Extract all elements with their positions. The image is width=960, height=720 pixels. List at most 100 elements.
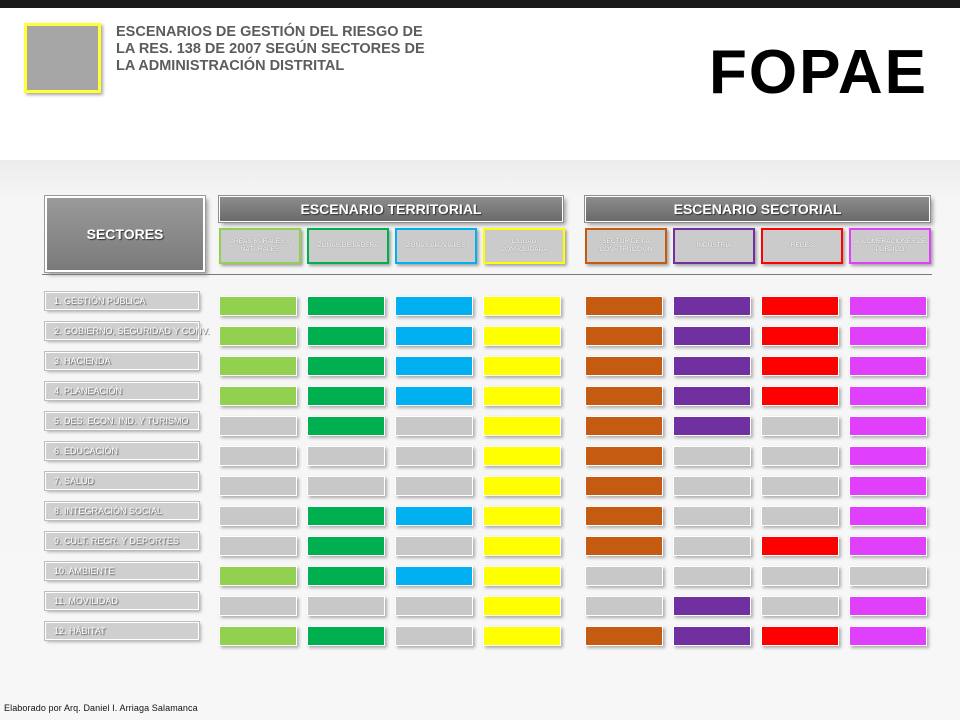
sector-label: 4. PLANEACIÓN [44,381,200,401]
sector-label: 5. DES. ECON. IND. Y TURISMO [44,411,200,431]
matrix-cell [673,566,751,586]
matrix-cell [761,506,839,526]
matrix-cell [307,446,385,466]
matrix-cell [673,476,751,496]
matrix-cell [761,476,839,496]
matrix-cell [307,326,385,346]
matrix-cell [483,536,561,556]
matrix-cell [307,566,385,586]
matrix-cell [585,536,663,556]
matrix-cell [395,596,473,616]
matrix-cell [673,356,751,376]
matrix-cell [483,566,561,586]
matrix-cell [761,386,839,406]
matrix-cell [219,386,297,406]
sectores-header: SECTORES [44,195,206,273]
matrix-cell [673,536,751,556]
matrix-cell [849,566,927,586]
title-line-2: LA RES. 138 DE 2007 SEGÚN SECTORES DE [116,41,425,57]
territorial-header: ESCENARIO TERRITORIAL [218,195,564,223]
matrix-cell [395,326,473,346]
header: ESCENARIOS DE GESTIÓN DEL RIESGO DE LA R… [0,8,960,160]
top-bar [0,0,960,8]
brand-logo: FOPAE [709,38,928,107]
sector-label: 9. CULT. RECR. Y DEPORTES [44,531,200,551]
matrix-cell [761,416,839,436]
matrix-cell [395,296,473,316]
matrix-cell [219,506,297,526]
matrix-cell [849,386,927,406]
column-header-7: REDES [761,228,843,264]
column-header-2: ZONAS DE LADERA [307,228,389,264]
matrix-cell [395,566,473,586]
matrix-cell [585,626,663,646]
matrix-cell [483,476,561,496]
matrix-cell [219,296,297,316]
matrix-cell [849,506,927,526]
matrix-cell [673,416,751,436]
sector-label: 2. GOBIERNO, SEGURIDAD Y CONV. [44,321,209,341]
matrix-cell [395,386,473,406]
matrix-cell [585,296,663,316]
matrix-cell [849,476,927,496]
matrix-cell [849,446,927,466]
matrix-cell [219,626,297,646]
matrix-cell [849,356,927,376]
matrix-cell [483,296,561,316]
column-header-5: SECTOR DE LA CONSTRUCCIÓN [585,228,667,264]
matrix-cell [483,626,561,646]
matrix-cell [849,536,927,556]
matrix-cell [585,566,663,586]
matrix-cell [761,296,839,316]
column-header-4: CIUDAD CONSOLIDADA [483,228,565,264]
sector-label: 11. MOVILIDAD [44,591,200,611]
matrix-cell [761,446,839,466]
matrix-cell [307,626,385,646]
matrix-cell [395,506,473,526]
matrix-cell [307,296,385,316]
matrix-cell [483,446,561,466]
matrix-cell [585,386,663,406]
matrix-cell [395,476,473,496]
matrix-cell [673,506,751,526]
logo-square [24,23,101,93]
matrix-cell [219,446,297,466]
sector-label: 3. HACIENDA [44,351,200,371]
matrix-cell [307,476,385,496]
sector-label: 12. HÁBITAT [44,621,200,641]
matrix-cell [483,506,561,526]
matrix-cell [585,476,663,496]
matrix-cell [849,596,927,616]
matrix-cell [395,446,473,466]
column-header-8: AGLOMERACIONES DE PÚBLICO [849,228,931,264]
matrix-cell [219,416,297,436]
column-header-1: ÁREAS RURALES Y NATURALES [219,228,301,264]
matrix-cell [673,326,751,346]
matrix-cell [849,296,927,316]
matrix-cell [585,416,663,436]
sector-label: 8. INTEGRACIÓN SOCIAL [44,501,200,521]
matrix-cell [585,326,663,346]
matrix-cell [395,626,473,646]
matrix-cell [483,386,561,406]
matrix-cell [673,386,751,406]
column-header-6: INDUSTRIA [673,228,755,264]
matrix-cell [761,326,839,346]
page-title: ESCENARIOS DE GESTIÓN DEL RIESGO DE LA R… [116,24,486,75]
matrix-cell [673,596,751,616]
sector-label: 10. AMBIENTE [44,561,200,581]
matrix-cell [395,356,473,376]
matrix-cell [307,356,385,376]
matrix-cell [849,326,927,346]
matrix-cell [761,536,839,556]
matrix-cell [761,596,839,616]
matrix-cell [219,566,297,586]
sector-label: 7. SALUD [44,471,200,491]
matrix-cell [673,296,751,316]
matrix-cell [761,356,839,376]
matrix-cell [219,356,297,376]
matrix-cell [483,596,561,616]
matrix-cell [585,506,663,526]
sector-label: 1. GESTIÓN PÚBLICA [44,291,200,311]
matrix-cell [219,326,297,346]
